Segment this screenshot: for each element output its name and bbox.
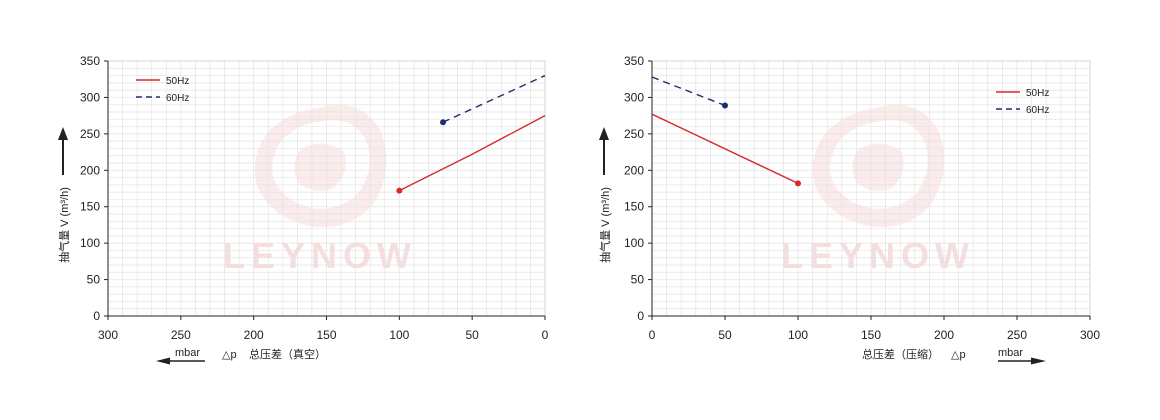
x-tick-label: 250 [1007,328,1027,342]
x-tick-label: 250 [171,328,191,342]
y-axis-title: 抽气量 V (m³/h) [57,127,71,263]
y-tick-label: 0 [637,309,644,323]
series-marker-50hz [396,187,403,194]
y-axis-label: 抽气量 V (m³/h) [57,187,71,263]
x-tick-label: 150 [861,328,881,342]
tick-labels: 0 50 100 150 200 250 300 350 0 50 100 150 200 250 300 [624,54,1100,342]
series-line-50hz [399,115,546,192]
leynow-logo-icon [812,104,945,228]
x-tick-label: 0 [542,328,549,342]
y-tick-label: 100 [80,236,100,250]
x-axis-unit: mbar [998,347,1023,359]
y-tick-label: 150 [80,200,100,214]
x-tick-label: 150 [316,328,336,342]
legend-label-50hz: 50Hz [166,76,189,87]
x-tick-label: 0 [649,328,656,342]
y-axis-arrowhead-icon [599,127,609,140]
y-axis-label: 抽气量 V (m³/h) [598,187,612,263]
y-tick-label: 350 [624,54,644,68]
x-tick-label: 100 [389,328,409,342]
series-marker-60hz [722,102,728,109]
x-axis-symbol: △p [951,349,966,361]
x-axis-arrowhead-icon [156,357,170,365]
y-tick-label: 250 [80,127,100,141]
x-axis-label: 总压差（真空） [249,347,326,361]
legend-label-60hz: 60Hz [166,93,189,104]
x-tick-label: 200 [244,328,264,342]
legend: 50Hz 60Hz [136,76,189,104]
legend: 50Hz 60Hz [996,88,1049,116]
watermark-text: LEYNOW [223,235,417,276]
series-lines [651,76,801,187]
y-tick-label: 100 [624,236,644,250]
watermark-text: LEYNOW [781,235,975,276]
series-line-50hz [651,113,799,185]
x-tick-label: 100 [788,328,808,342]
y-axis-title: 抽气量 V (m³/h) [598,127,612,263]
vacuum-chart: LEYNOW 0 50 100 150 200 250 300 350 300 250 200 150… [57,54,549,365]
y-tick-label: 0 [93,309,100,323]
x-tick-label: 300 [98,328,118,342]
x-tick-label: 300 [1080,328,1100,342]
y-tick-label: 50 [631,273,645,287]
x-axis-symbol: △p [222,349,237,361]
y-tick-label: 200 [80,163,100,177]
series-line-60hz [442,74,546,123]
legend-label-50hz: 50Hz [1026,88,1049,99]
x-tick-label: 50 [718,328,732,342]
y-axis-arrowhead-icon [58,127,68,140]
leynow-logo-icon [254,104,387,228]
x-axis-arrowhead-icon [1031,357,1046,365]
y-tick-label: 300 [624,90,644,104]
series-marker-60hz [440,119,447,126]
y-tick-label: 50 [87,273,101,287]
x-axis-unit: mbar [175,347,200,359]
series-line-60hz [651,76,726,107]
y-tick-label: 300 [80,90,100,104]
pressure-chart: LEYNOW 0 50 100 150 200 250 300 350 0 50 100 150 200… [598,54,1100,365]
y-tick-label: 150 [624,200,644,214]
series-marker-50hz [795,180,801,187]
y-tick-label: 250 [624,127,644,141]
x-tick-label: 200 [934,328,954,342]
tick-labels: 0 50 100 150 200 250 300 350 300 250 200 150 100 50 0 [80,54,549,342]
x-axis-label: 总压差（压缩） [862,347,939,361]
watermark: LEYNOW [223,104,417,276]
grid [651,60,1091,317]
y-tick-label: 350 [80,54,100,68]
x-axis-title: mbar △p 总压差（真空） [156,347,326,365]
x-axis-title: 总压差（压缩） △p mbar [862,347,1046,365]
series-lines [396,74,546,194]
legend-label-60hz: 60Hz [1026,105,1049,116]
y-tick-label: 200 [624,163,644,177]
x-tick-label: 50 [465,328,479,342]
